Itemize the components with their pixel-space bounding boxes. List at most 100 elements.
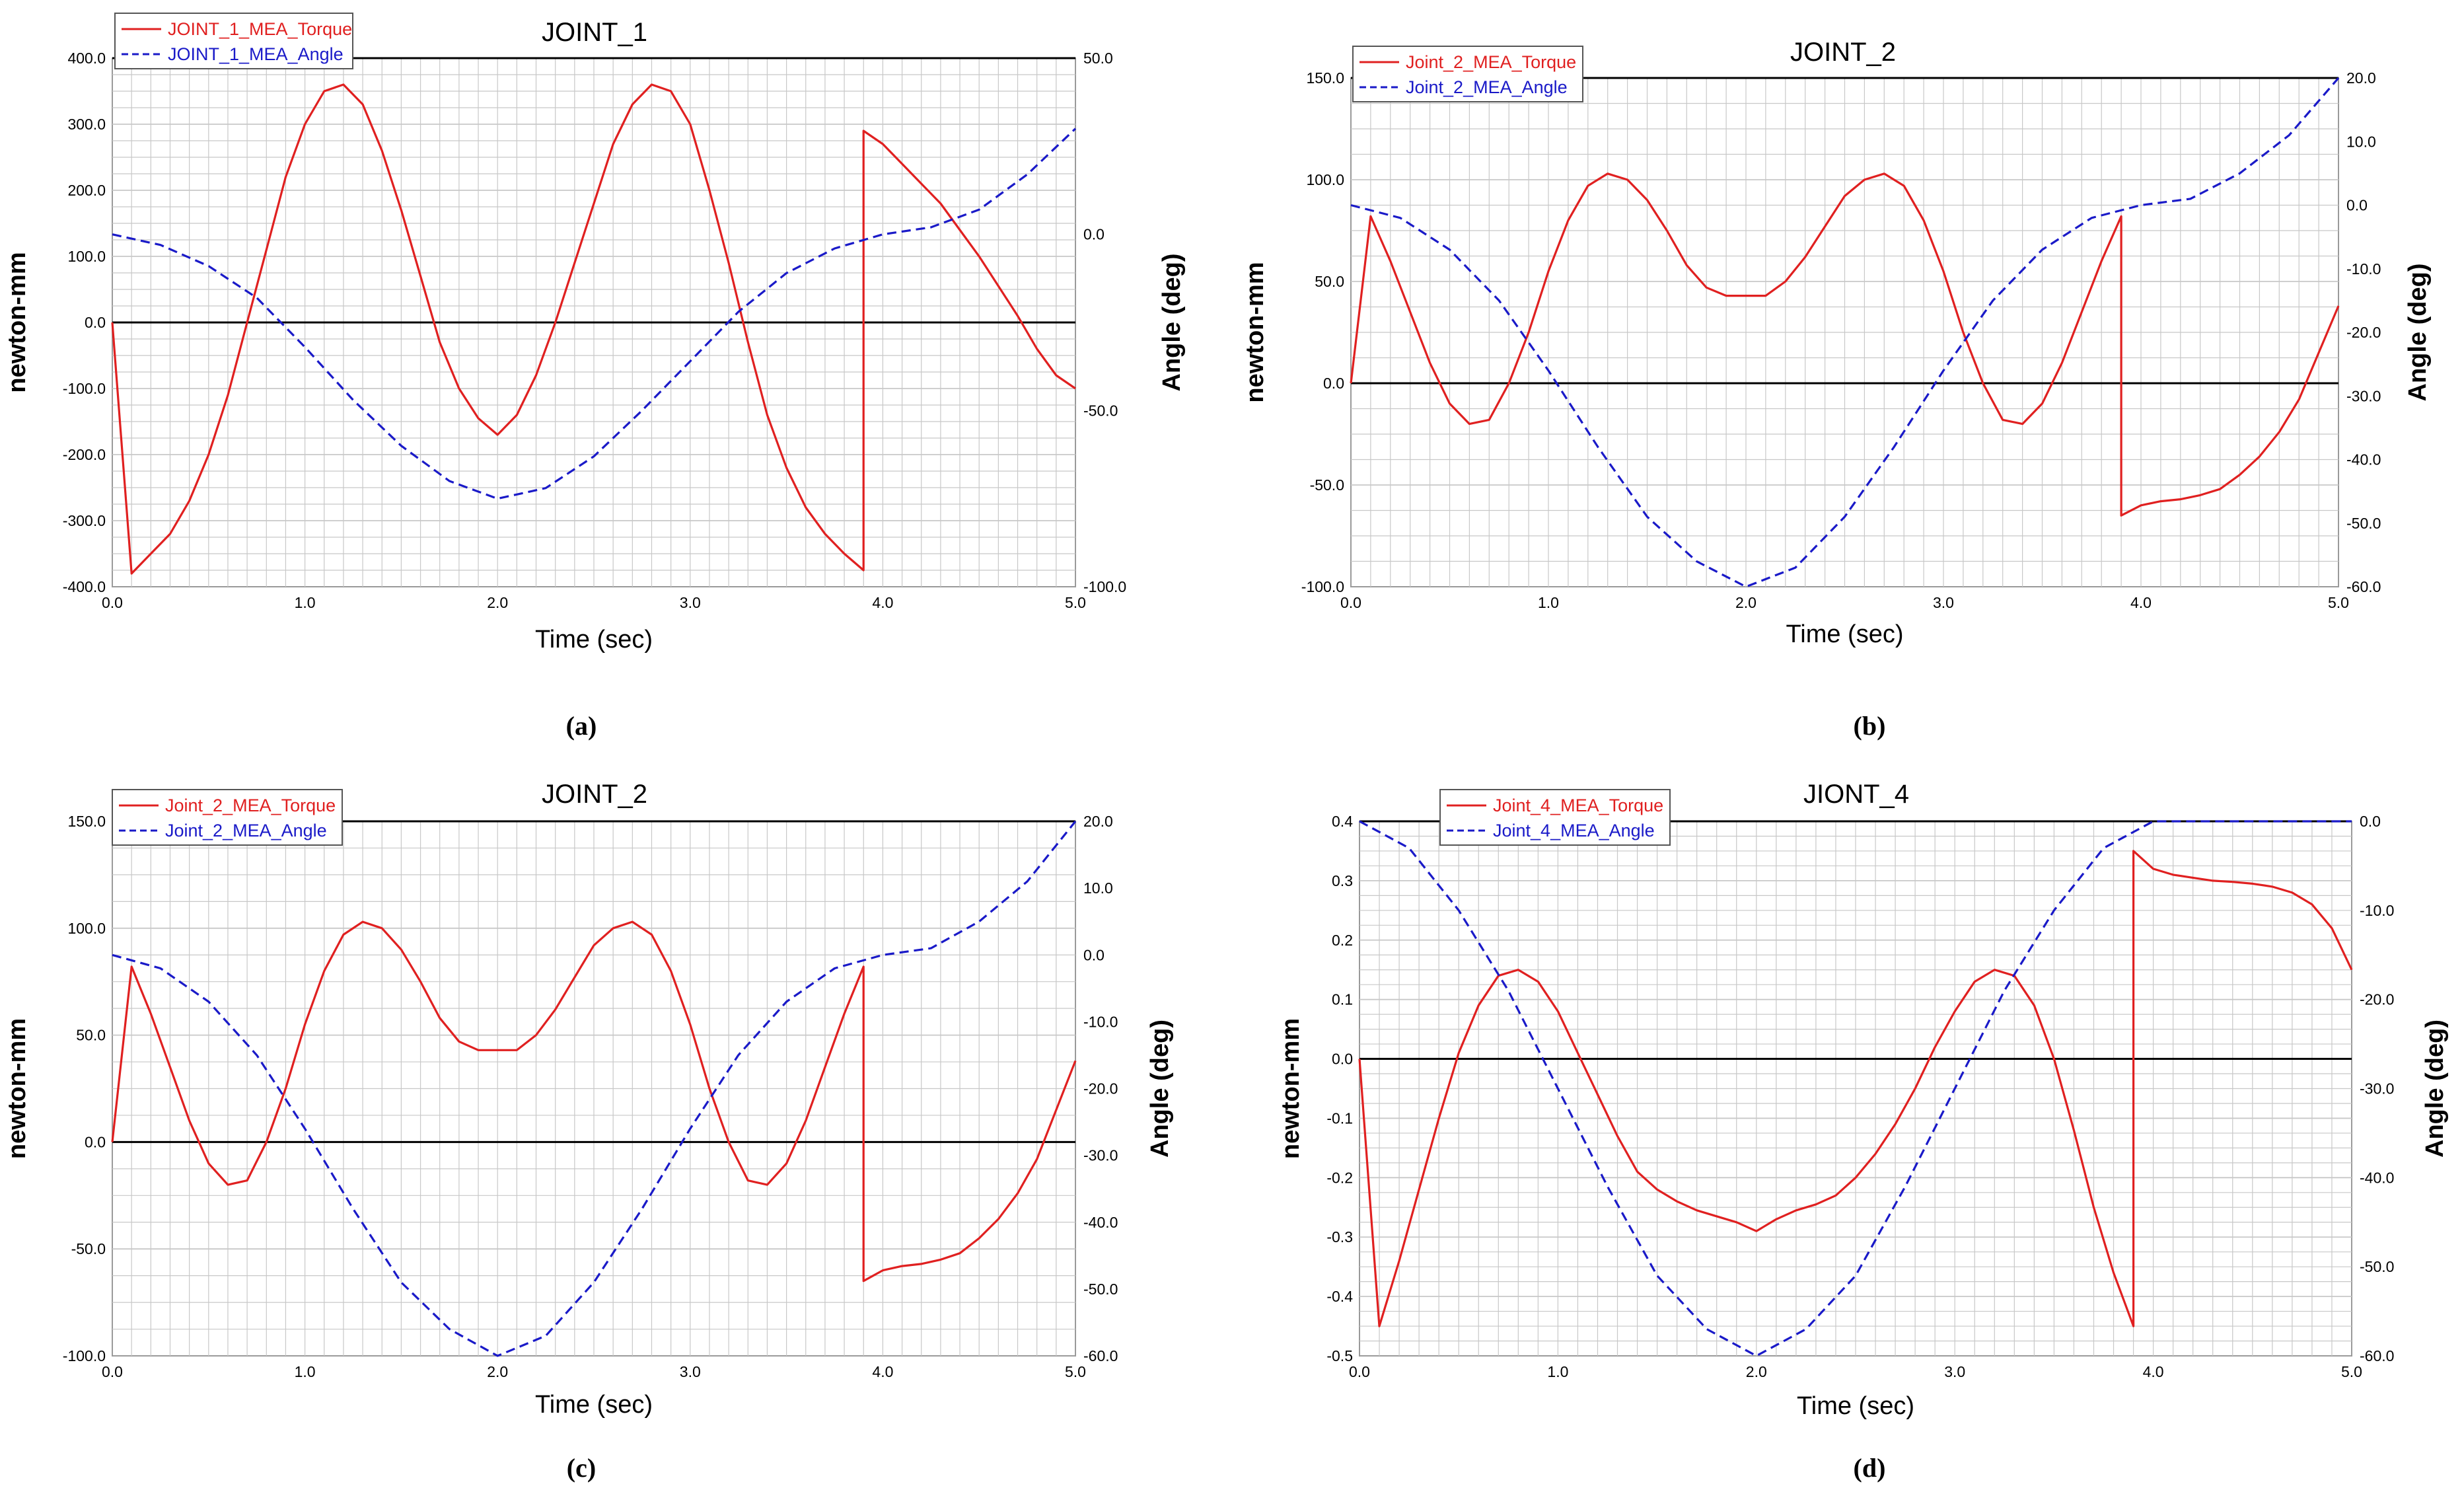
y-tick-label: 200.0 <box>67 182 106 199</box>
y2-tick-label: 20.0 <box>2346 69 2376 87</box>
torque-series-line <box>1350 172 2340 517</box>
y2-tick-label: -10.0 <box>2360 902 2394 919</box>
y-tick-label: -400.0 <box>63 578 106 595</box>
x-tick-label: 1.0 <box>295 594 316 611</box>
angle-series-line <box>112 128 1077 500</box>
x-tick-label: 0.0 <box>1349 1363 1370 1380</box>
y-tick-label: -200.0 <box>63 446 106 463</box>
chart-title: JOINT_2 <box>542 780 647 809</box>
grid <box>112 821 1075 1356</box>
chart-title: JIONT_4 <box>1803 780 1909 809</box>
y-tick-label: 300.0 <box>67 116 106 133</box>
y2-tick-label: 0.0 <box>1083 226 1105 243</box>
x-tick-label: 3.0 <box>680 1363 701 1380</box>
y-tick-label: -0.3 <box>1326 1228 1353 1246</box>
y2-tick-label: 20.0 <box>1083 813 1113 830</box>
grid <box>1359 821 2352 1356</box>
y2-tick-label: -30.0 <box>2360 1080 2394 1097</box>
x-tick-label: 2.0 <box>487 1363 508 1380</box>
legend-box <box>114 13 353 69</box>
y-tick-label: -50.0 <box>71 1240 106 1257</box>
legend-entry: Joint_4_MEA_Angle <box>1493 821 1655 840</box>
y-tick-label: 0.3 <box>1332 872 1353 889</box>
y2-axis-label: Angle (deg) <box>1146 1020 1174 1158</box>
y-axis-label: newton-mm <box>3 252 31 392</box>
x-tick-label: 0.0 <box>1340 594 1361 611</box>
panel-caption: (d) <box>1854 1453 1886 1483</box>
chart-panel-4: 0.40.30.20.10.0-0.1-0.2-0.3-0.4-0.50.0-1… <box>1277 780 2449 1483</box>
y2-tick-label: -40.0 <box>2360 1169 2394 1186</box>
legend-entry: Joint_2_MEA_Torque <box>165 796 336 815</box>
legend-entry: Joint_2_MEA_Angle <box>165 821 327 840</box>
legend-entry: Joint_2_MEA_Angle <box>1406 77 1568 97</box>
y-tick-label: 0.0 <box>85 1133 106 1150</box>
legend-entry: JOINT_1_MEA_Torque <box>168 19 352 39</box>
y-tick-label: 150.0 <box>1306 69 1344 87</box>
legend-entry: Joint_2_MEA_Torque <box>1406 52 1576 72</box>
x-tick-label: 2.0 <box>1746 1363 1767 1380</box>
y2-tick-label: -100.0 <box>1083 578 1126 595</box>
x-tick-label: 4.0 <box>2143 1363 2164 1380</box>
y-tick-label: 100.0 <box>67 920 106 937</box>
legend-box <box>112 789 343 846</box>
y2-tick-label: -40.0 <box>2346 451 2381 468</box>
y2-tick-label: 10.0 <box>2346 133 2376 150</box>
chart-title: JOINT_2 <box>1790 38 1896 67</box>
angle-series-line <box>1350 77 2340 588</box>
x-tick-label: 1.0 <box>1547 1363 1568 1380</box>
x-tick-label: 1.0 <box>295 1363 316 1380</box>
y-tick-label: -50.0 <box>1310 476 1344 494</box>
y2-tick-label: 0.0 <box>1083 946 1105 963</box>
y2-tick-label: -50.0 <box>2360 1258 2394 1275</box>
torque-series-line <box>111 920 1077 1283</box>
x-tick-label: 0.0 <box>102 1363 123 1380</box>
x-tick-label: 3.0 <box>1933 594 1954 611</box>
y2-tick-label: 50.0 <box>1083 50 1113 67</box>
panel-caption: (c) <box>567 1453 596 1483</box>
x-tick-label: 4.0 <box>872 594 893 611</box>
y2-tick-label: -60.0 <box>2346 578 2381 595</box>
y-tick-label: 0.0 <box>1332 1051 1353 1068</box>
y-tick-label: -0.4 <box>1326 1288 1353 1305</box>
angle-series-line <box>1359 820 2352 1357</box>
panel-caption: (a) <box>566 711 597 741</box>
y2-tick-label: -60.0 <box>2360 1347 2394 1364</box>
y-tick-label: -100.0 <box>1301 578 1344 595</box>
y-tick-label: 400.0 <box>67 50 106 67</box>
y-axis-label: newton-mm <box>1277 1018 1305 1159</box>
y-tick-label: -0.2 <box>1326 1169 1353 1186</box>
y-tick-label: 0.0 <box>85 314 106 331</box>
x-tick-label: 0.0 <box>102 594 123 611</box>
y-tick-label: -300.0 <box>63 512 106 529</box>
y2-tick-label: -50.0 <box>1083 402 1118 419</box>
y-tick-label: 100.0 <box>67 248 106 265</box>
chart-panel-1: 400.0 300.0 200.0 100.0 0.0 -100.0 -200.0 -300.… <box>3 13 1186 741</box>
y-tick-label: -100.0 <box>63 1347 106 1364</box>
x-tick-label: 5.0 <box>2341 1363 2362 1380</box>
y2-tick-label: -60.0 <box>1083 1347 1118 1364</box>
y2-tick-label: -50.0 <box>2346 515 2381 532</box>
x-tick-label: 1.0 <box>1538 594 1559 611</box>
y2-tick-label: -40.0 <box>1083 1214 1118 1231</box>
y2-tick-label: -50.0 <box>1083 1281 1118 1298</box>
y2-tick-label: 0.0 <box>2346 197 2368 214</box>
y2-tick-label: 0.0 <box>2360 813 2381 830</box>
x-tick-label: 5.0 <box>1065 1363 1086 1380</box>
y2-tick-label: -20.0 <box>2346 324 2381 341</box>
y2-tick-label: -20.0 <box>2360 991 2394 1008</box>
x-tick-label: 2.0 <box>487 594 508 611</box>
y2-tick-label: -20.0 <box>1083 1080 1118 1097</box>
y2-axis-label: Angle (deg) <box>2421 1020 2449 1158</box>
y2-tick-label: -30.0 <box>1083 1147 1118 1164</box>
y2-tick-label: 10.0 <box>1083 879 1113 897</box>
y-tick-label: -0.1 <box>1326 1109 1353 1127</box>
angle-series-line <box>112 820 1077 1357</box>
y-tick-label: 0.0 <box>1323 375 1344 392</box>
y2-tick-label: -30.0 <box>2346 387 2381 404</box>
y-axis-label: newton-mm <box>1241 262 1269 402</box>
y-tick-label: 100.0 <box>1306 171 1344 188</box>
x-tick-label: 5.0 <box>1065 594 1086 611</box>
x-tick-label: 4.0 <box>872 1363 893 1380</box>
legend-box <box>1439 789 1671 846</box>
y-tick-label: 0.1 <box>1332 991 1353 1008</box>
